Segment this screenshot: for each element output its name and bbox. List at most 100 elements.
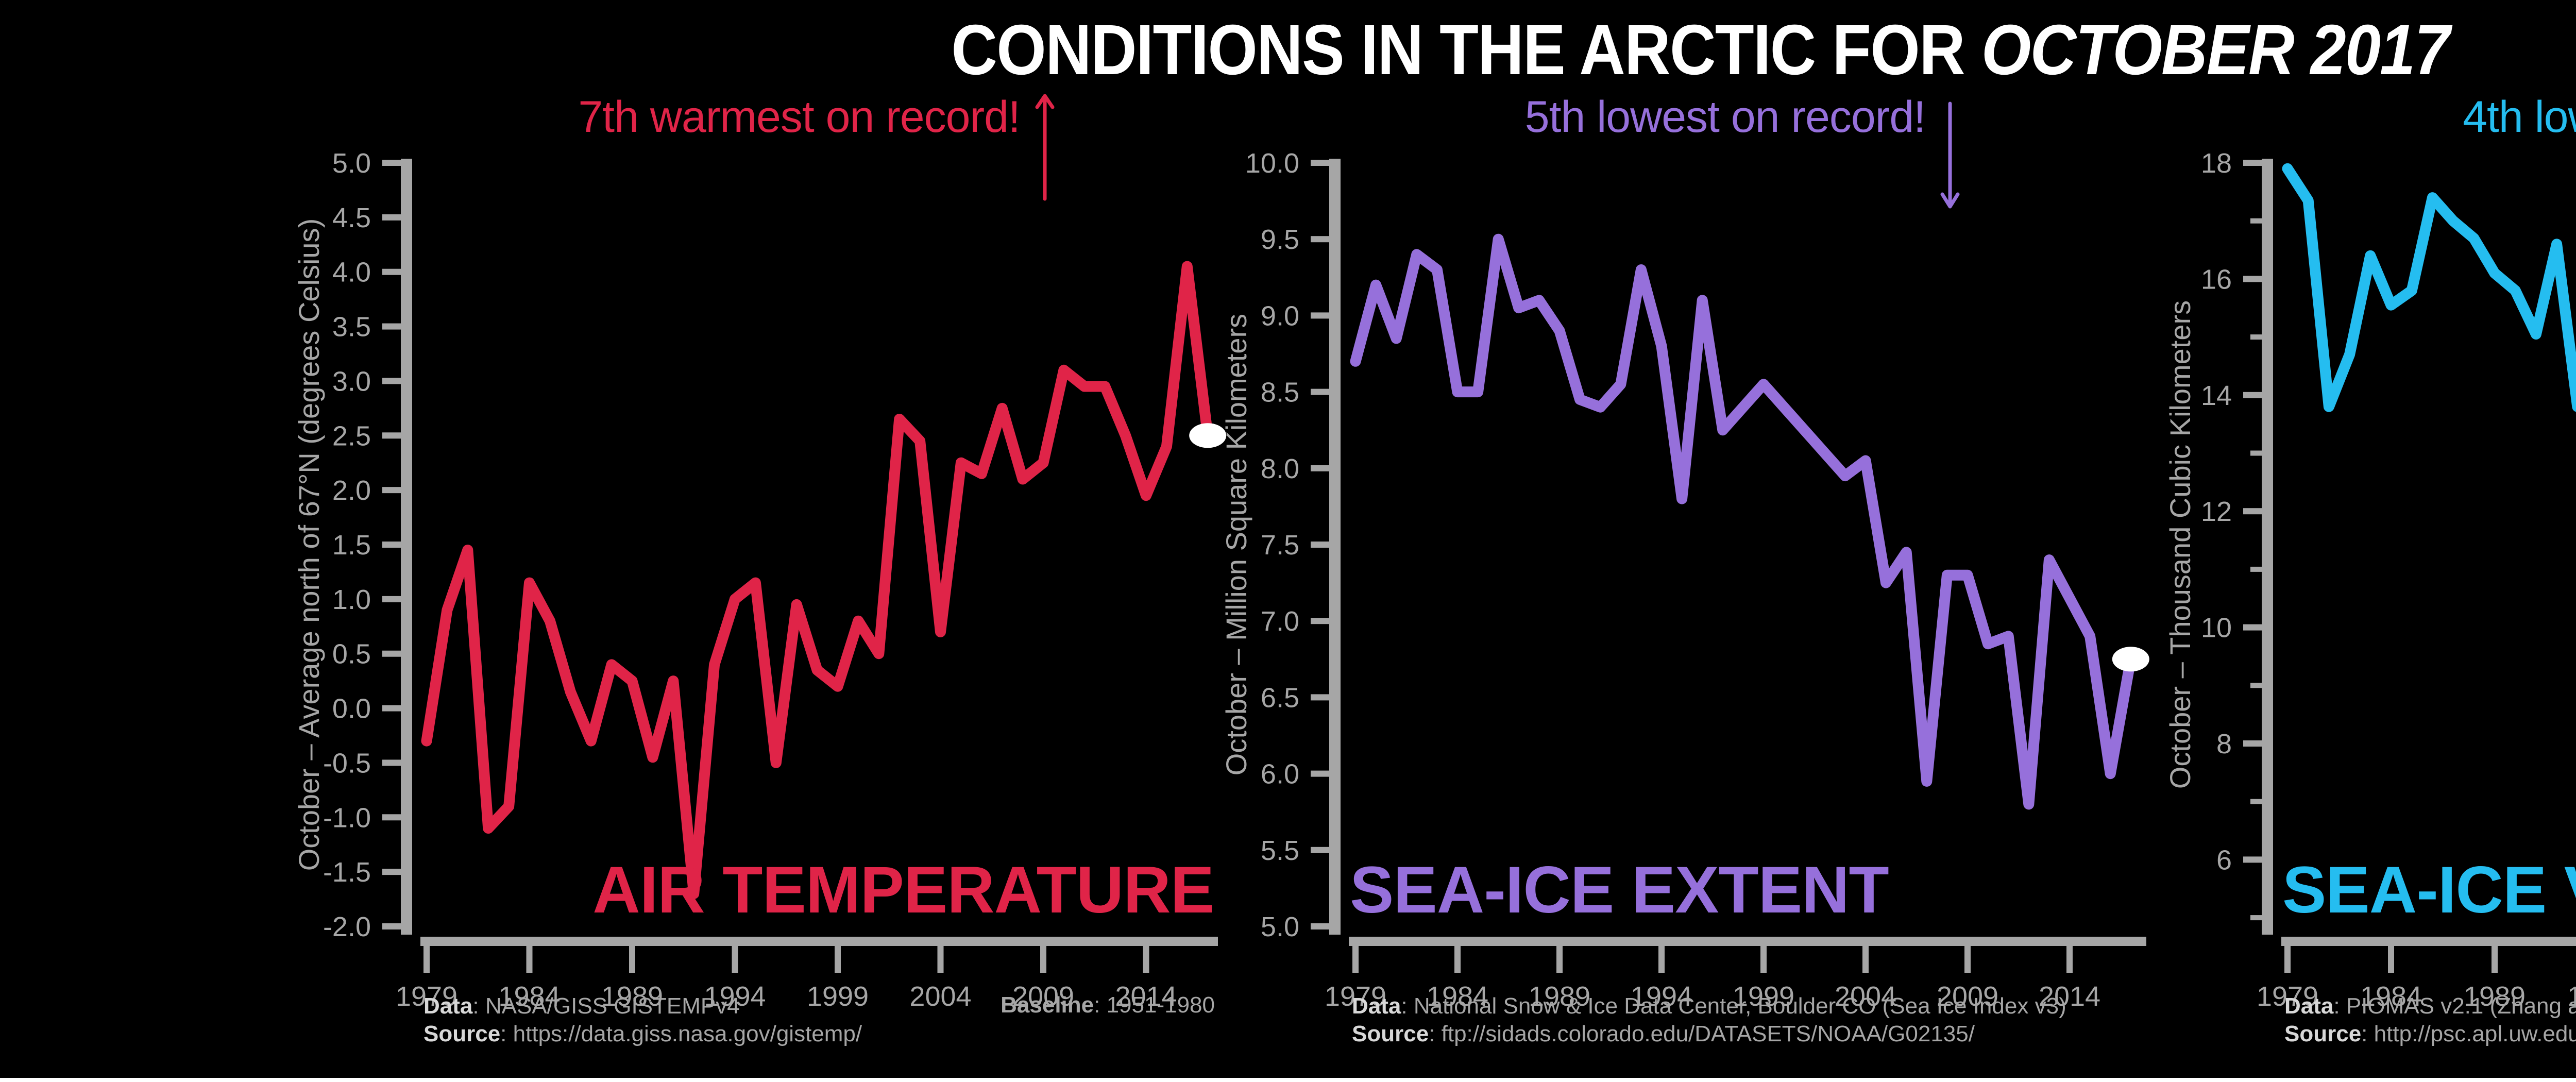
y-tick-label: 1.0: [332, 584, 371, 615]
y-tick-label: 8: [2216, 729, 2232, 759]
y-tick: [1311, 770, 1329, 777]
x-tick-label: 2014: [2039, 981, 2100, 1012]
y-tick-label: 9.0: [1261, 300, 1299, 331]
y-tick-label: 6.5: [1261, 682, 1299, 713]
x-tick-label: 2009: [1012, 981, 1074, 1012]
x-axis-spine: [420, 937, 1218, 946]
page-title: CONDITIONS IN THE ARCTIC FOR OCTOBER 201…: [170, 9, 2576, 91]
sea-ice-extent-annotation-text: 5th lowest on record!: [1524, 92, 1926, 142]
y-tick-label: 4.0: [332, 257, 371, 288]
y-tick: [1311, 236, 1329, 243]
arrow-glyph: [1035, 94, 1055, 201]
y-tick-label: 14: [2201, 380, 2232, 411]
y-tick: [382, 814, 401, 821]
y-tick: [382, 759, 401, 766]
x-tick: [1143, 946, 1149, 973]
x-tick: [835, 946, 841, 973]
footer-source-label: Source: [1352, 1021, 1429, 1046]
footer-data-line: Data: NASA/GISS GISTEMPv4: [423, 993, 740, 1019]
x-tick: [526, 946, 533, 973]
y-tick-label: 9.5: [1261, 224, 1299, 255]
y-tick-label: 2.0: [332, 475, 371, 506]
y-tick: [1311, 542, 1329, 548]
x-tick-label: 1979: [396, 981, 457, 1012]
air-temperature-annotation: 7th warmest on record!: [427, 92, 1208, 210]
y-tick: [2243, 624, 2262, 631]
sea-ice-extent-footer: Data: National Snow & Ice Data Center, B…: [1352, 992, 2066, 1047]
y-tick: [1311, 312, 1329, 319]
y-tick: [382, 432, 401, 439]
air-temperature-y-axis-label: October – Average north of 67°N (degrees…: [293, 218, 325, 871]
x-tick: [937, 946, 944, 973]
x-tick-label: 2009: [1937, 981, 1998, 1012]
y-tick: [382, 160, 401, 166]
y-tick-label: 0.5: [332, 639, 371, 670]
y-tick-label: 6: [2216, 844, 2232, 875]
x-tick: [2492, 946, 2498, 973]
y-tick: [382, 923, 401, 929]
x-tick-label: 1979: [1325, 981, 1386, 1012]
y-tick-label: 5.0: [1261, 911, 1299, 942]
y-tick: [1311, 923, 1329, 929]
x-tick-label: 1989: [601, 981, 663, 1012]
y-tick-label: -0.5: [323, 748, 371, 779]
x-tick-label: 1989: [2464, 981, 2526, 1012]
arrow-glyph: [1940, 102, 1960, 209]
y-tick: [382, 487, 401, 494]
sea-ice-extent-title: SEA-ICE EXTENT: [1350, 853, 1889, 927]
y-tick-label: 18: [2201, 148, 2232, 179]
y-tick-label: 0.0: [332, 694, 371, 724]
y-tick-label: -2.0: [323, 911, 371, 942]
y-minor-tick: [2250, 799, 2262, 804]
x-tick-label: 2004: [909, 981, 971, 1012]
y-tick-label: 3.0: [332, 366, 371, 397]
y-tick: [2243, 276, 2262, 282]
footer-data-label: Data: [2284, 993, 2334, 1019]
sea-ice-volume-annotation-text: 4th lowest on record!: [2463, 92, 2576, 142]
air-temperature-annotation-text: 7th warmest on record!: [578, 92, 1020, 142]
x-tick: [1454, 946, 1461, 973]
x-tick: [2388, 946, 2394, 973]
footer-data-line: Data: PIOMAS v2.1 (Zhang and Rothrock, 2…: [2284, 993, 2576, 1019]
footer-source-line: Source: https://data.giss.nasa.gov/giste…: [423, 1021, 862, 1046]
chart-sea-ice-volume: 1816141210861979198419891994199920042009…: [2201, 148, 2576, 1012]
x-tick-label: 1989: [1529, 981, 1590, 1012]
y-tick: [382, 214, 401, 221]
x-tick: [423, 946, 430, 973]
x-tick-label: 1984: [1427, 981, 1488, 1012]
y-tick: [1311, 618, 1329, 624]
chart-sea-ice-extent: 10.0 9.5 9.0 8.5 8.0 7.5 7.0 6.5 6.0 5.5 5.0 1979 19…: [1245, 148, 2149, 1012]
y-tick: [2243, 740, 2262, 747]
y-minor-tick: [2250, 334, 2262, 340]
y-tick: [382, 268, 401, 275]
x-axis-spine: [1349, 937, 2146, 946]
y-tick-label: 10: [2201, 613, 2232, 644]
x-tick-label: 1994: [704, 981, 766, 1012]
y-tick-label: 7.0: [1261, 606, 1299, 637]
y-tick: [2243, 856, 2262, 863]
x-tick-label: 1984: [498, 981, 560, 1012]
sea-ice-extent-line: [1350, 233, 2137, 810]
air-temperature-title: AIR TEMPERATURE: [592, 853, 1214, 927]
y-tick-label: 8.0: [1261, 453, 1299, 484]
baseline-label: Baseline: [1001, 992, 1094, 1018]
y-tick: [1311, 388, 1329, 395]
down-arrow-icon: [1940, 102, 1960, 209]
air-temperature-baseline-note: Baseline: 1951-1980: [1001, 992, 1215, 1018]
y-tick: [1311, 694, 1329, 701]
footer-data-label: Data: [1352, 993, 1401, 1019]
y-axis-spine: [2262, 159, 2273, 935]
x-tick-label: 1999: [1733, 981, 1794, 1012]
x-tick-label: 2014: [1115, 981, 1177, 1012]
y-tick-label: 1.5: [332, 530, 371, 561]
footer-data-line: Data: National Snow & Ice Data Center, B…: [1352, 993, 2066, 1019]
y-tick: [2243, 160, 2262, 166]
y-tick: [1311, 847, 1329, 853]
x-tick-label: 1979: [2257, 981, 2318, 1012]
y-axis-spine: [401, 159, 412, 935]
y-tick: [382, 323, 401, 330]
footer-source-line: Source: ftp://sidads.colorado.edu/DATASE…: [1352, 1021, 1975, 1046]
x-tick: [629, 946, 635, 973]
